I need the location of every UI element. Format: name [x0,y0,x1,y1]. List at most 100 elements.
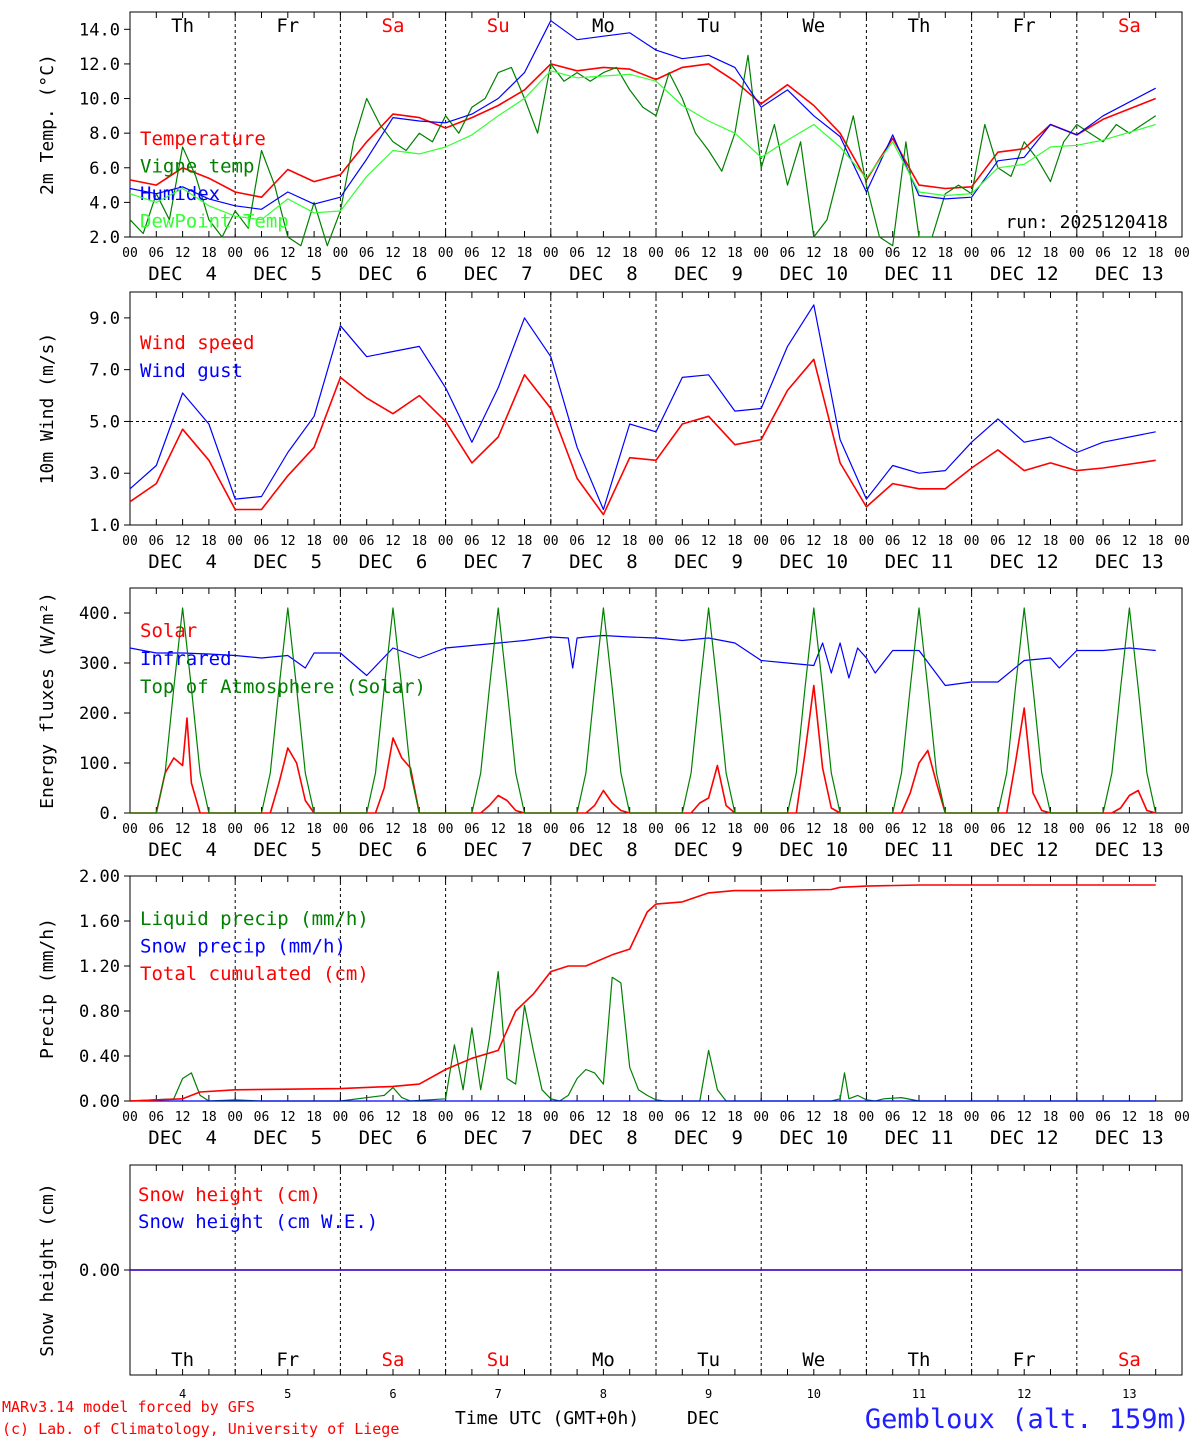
weekday-label: We [802,1349,825,1371]
hour-label: 06 [990,534,1006,549]
date-label: DEC 8 [569,1127,638,1149]
weekday-label: Sa [1118,1349,1141,1371]
weekday-label: Su [487,15,510,37]
series-line-temp-2 [129,20,1156,210]
hour-label: 00 [1069,534,1085,549]
hour-label: 06 [359,1110,375,1125]
hour-label: 06 [464,822,480,837]
hour-label: 12 [385,1110,401,1125]
hour-label: 12 [490,1110,506,1125]
weekday-label: Mo [592,1349,615,1371]
hour-label: 06 [674,246,690,261]
hour-label: 00 [648,1110,664,1125]
hour-label: 18 [832,822,848,837]
hour-label: 00 [543,534,559,549]
y-tick-label: 1.20 [79,957,120,977]
hour-label: 00 [859,822,875,837]
hour-label: 12 [385,534,401,549]
hour-label: 06 [1095,1110,1111,1125]
hour-label: 18 [937,534,953,549]
hour-label: 00 [648,822,664,837]
day-number-label: 6 [389,1387,396,1401]
y-tick-label: 8.0 [89,124,120,144]
y-axis-title: Energy fluxes (W/m²) [37,592,58,809]
date-label: DEC 10 [779,1127,848,1149]
hour-label: 06 [148,822,164,837]
hour-label: 12 [911,246,927,261]
hour-label: 12 [806,246,822,261]
hour-label: 00 [333,822,349,837]
day-number-label: 8 [600,1387,607,1401]
y-tick-label: 5.0 [89,412,120,432]
hour-label: 00 [859,534,875,549]
hour-label: 06 [569,822,585,837]
date-label: DEC 4 [148,263,217,285]
hour-label: 12 [175,1110,191,1125]
day-number-label: 13 [1122,1387,1136,1401]
hour-label: 00 [438,1110,454,1125]
y-tick-label: 0. [100,804,120,824]
hour-label: 18 [727,534,743,549]
hour-label: 18 [411,822,427,837]
hour-label: 00 [543,822,559,837]
hour-label: 12 [1122,246,1138,261]
series-line-wind-0 [129,358,1156,516]
hour-label: 18 [1043,534,1059,549]
hour-label: 06 [254,822,270,837]
hour-label: 06 [780,534,796,549]
weekday-label: Fr [276,15,299,37]
day-number-label: 5 [284,1387,291,1401]
y-tick-label: 300. [79,654,120,674]
hour-label: 18 [201,246,217,261]
weekday-label: Sa [382,15,405,37]
x-axis-month-label: DEC [687,1408,720,1429]
y-tick-label: 7.0 [89,361,120,381]
legend-entry: Humidex [140,183,220,205]
hour-label: 12 [911,534,927,549]
station-title: Gembloux (alt. 159m) [865,1404,1190,1435]
hour-label: 00 [333,1110,349,1125]
hour-label: 00 [1174,822,1190,837]
hour-label: 12 [175,246,191,261]
hour-label: 00 [859,1110,875,1125]
hour-label: 00 [333,246,349,261]
date-label: DEC 10 [779,263,848,285]
date-label: DEC 7 [464,551,533,573]
hour-label: 06 [148,246,164,261]
date-label: DEC 8 [569,263,638,285]
hour-label: 12 [490,246,506,261]
weekday-label: Tu [697,1349,720,1371]
hour-label: 00 [1174,534,1190,549]
legend-entry: Liquid precip (mm/h) [140,908,369,930]
day-number-label: 10 [807,1387,821,1401]
date-label: DEC 7 [464,839,533,861]
hour-label: 06 [885,246,901,261]
hour-label: 12 [175,534,191,549]
hour-label: 18 [517,1110,533,1125]
y-tick-label: 0.80 [79,1002,120,1022]
legend-entry: Top of Atmosphere (Solar) [140,676,426,698]
hour-label: 18 [727,1110,743,1125]
y-tick-label: 100. [79,754,120,774]
hour-label: 18 [1148,1110,1164,1125]
date-label: DEC 8 [569,839,638,861]
hour-label: 12 [911,822,927,837]
hour-label: 18 [937,1110,953,1125]
y-tick-label: 6.0 [89,159,120,179]
legend-entry: Snow precip (mm/h) [140,936,346,958]
day-number-label: 7 [495,1387,502,1401]
hour-label: 12 [1122,822,1138,837]
hour-label: 00 [122,534,138,549]
weekday-label: We [802,15,825,37]
series-line-temp-3 [129,70,1156,221]
date-label: DEC 11 [885,1127,954,1149]
hour-label: 12 [806,534,822,549]
hour-label: 00 [859,246,875,261]
run-label: run: 2025120418 [1005,212,1168,233]
hour-label: 18 [201,1110,217,1125]
hour-label: 00 [227,534,243,549]
hour-label: 18 [411,1110,427,1125]
hour-label: 06 [990,246,1006,261]
y-tick-label: 2.0 [89,228,120,248]
hour-label: 12 [1016,534,1032,549]
